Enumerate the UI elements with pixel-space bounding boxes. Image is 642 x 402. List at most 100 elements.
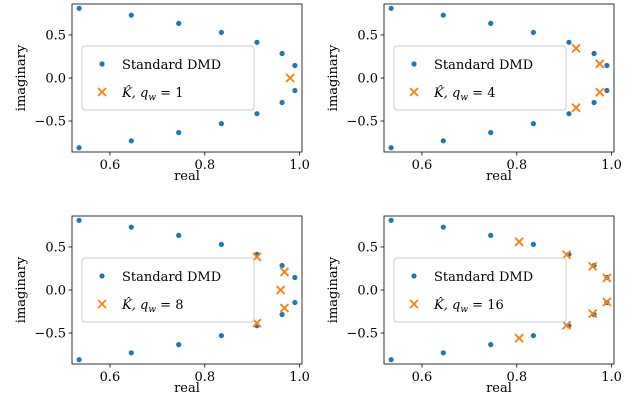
legend-box: [81, 257, 255, 323]
dmd-eigenvalue-point: [488, 130, 494, 136]
y-tick-label: −0.5: [346, 115, 378, 130]
dmd-eigenvalue-point: [76, 217, 82, 223]
dmd-eigenvalue-point: [128, 138, 134, 144]
y-tick-label: −0.5: [34, 115, 66, 130]
legend-marker: [409, 87, 419, 97]
khat-eigenvalue-point: [595, 59, 605, 69]
khat-eigenvalue-point: [602, 273, 612, 283]
dmd-eigenvalue-point: [388, 145, 394, 151]
legend-box: [393, 45, 567, 111]
legend-label: K̂, qw = 1: [121, 85, 183, 103]
khat-eigenvalue-point: [561, 320, 572, 330]
dmd-eigenvalue-point: [279, 311, 285, 318]
dmd-eigenvalue-point: [218, 241, 224, 247]
dmd-eigenvalue-point: [530, 29, 536, 35]
dmd-eigenvalue-point: [218, 29, 224, 35]
dmd-eigenvalue-point: [176, 130, 182, 136]
dmd-eigenvalue-point: [440, 350, 446, 356]
legend-label: K̂, qw = 8: [121, 297, 183, 315]
dmd-eigenvalue-point: [176, 20, 182, 26]
dmd-eigenvalue-point: [218, 333, 224, 339]
legend-label: K̂, qw = 16: [433, 297, 504, 315]
dmd-eigenvalue-point: [292, 62, 298, 69]
dmd-eigenvalue-point: [440, 138, 446, 144]
khat-eigenvalue-point: [276, 285, 286, 295]
y-tick-label: −0.5: [34, 327, 66, 342]
dmd-eigenvalue-point: [128, 224, 134, 230]
legend-marker: [409, 299, 419, 309]
dmd-eigenvalue-point: [566, 111, 572, 117]
khat-eigenvalue-point: [279, 303, 290, 313]
x-tick-label: 0.6: [412, 158, 433, 173]
y-axis-label: imaginary: [326, 256, 341, 323]
x-tick-label: 0.8: [194, 158, 215, 173]
dmd-eigenvalue-point: [128, 12, 134, 18]
x-tick-label: 1.0: [601, 158, 622, 173]
x-axis-label: real: [486, 169, 512, 184]
legend-marker: [97, 87, 107, 97]
khat-eigenvalue-point: [602, 297, 612, 307]
dmd-eigenvalue-point: [530, 333, 536, 339]
y-tick-label: 0.5: [45, 240, 66, 255]
x-tick-label: 1.0: [601, 370, 622, 385]
dmd-eigenvalue-point: [292, 274, 298, 281]
y-axis-label: imaginary: [14, 256, 29, 323]
y-tick-label: 0.0: [357, 72, 378, 87]
dmd-eigenvalue-point: [292, 87, 298, 94]
dmd-eigenvalue-point: [254, 39, 260, 45]
dmd-eigenvalue-point: [279, 262, 285, 269]
dmd-eigenvalue-point: [388, 357, 394, 363]
dmd-eigenvalue-point: [218, 121, 224, 127]
dmd-eigenvalue-point: [76, 357, 82, 363]
subplot-3: 0.6 0.8 1.0 0.5 0.0 −0.5 real imaginary Standard…: [14, 215, 310, 396]
subplot-1: 0.6 0.8 1.0 0.5 0.0 −0.5 real imaginary Standard…: [14, 3, 310, 184]
legend-marker: [97, 299, 107, 309]
khat-eigenvalue-point: [561, 250, 572, 260]
x-axis-label: real: [174, 381, 200, 396]
khat-eigenvalue-point: [571, 43, 581, 53]
legend-label: K̂, qw = 4: [433, 85, 495, 103]
dmd-eigenvalue-point: [388, 217, 394, 223]
khat-eigenvalue-point: [571, 103, 581, 113]
x-tick-label: 0.6: [412, 370, 433, 385]
dmd-eigenvalue-point: [530, 121, 536, 127]
legend-label: Standard DMD: [434, 270, 533, 285]
dmd-eigenvalue-point: [176, 232, 182, 238]
legend-label: Standard DMD: [122, 58, 221, 73]
legend-marker: [99, 273, 105, 279]
legend-label: Standard DMD: [122, 270, 221, 285]
subplot-2: 0.6 0.8 1.0 0.5 0.0 −0.5 real imaginary Standard…: [326, 3, 622, 184]
dmd-eigenvalue-point: [76, 5, 82, 11]
y-axis-label: imaginary: [14, 44, 29, 111]
dmd-eigenvalue-point: [530, 241, 536, 247]
subplot-4: 0.6 0.8 1.0 0.5 0.0 −0.5 real imaginary Standard…: [326, 215, 622, 396]
khat-eigenvalue-point: [588, 261, 598, 271]
x-tick-label: 0.8: [194, 370, 215, 385]
y-tick-label: 0.5: [357, 240, 378, 255]
legend-marker: [99, 61, 105, 67]
khat-eigenvalue-point: [514, 237, 524, 247]
dmd-eigenvalue-point: [128, 350, 134, 356]
khat-eigenvalue-point: [285, 73, 295, 83]
dmd-eigenvalue-point: [591, 99, 597, 106]
legend-marker: [411, 273, 417, 279]
dmd-eigenvalue-point: [176, 342, 182, 348]
dmd-eigenvalue-point: [566, 39, 572, 45]
x-axis-label: real: [174, 169, 200, 184]
x-tick-label: 1.0: [289, 158, 310, 173]
y-tick-label: −0.5: [346, 327, 378, 342]
y-axis-label: imaginary: [326, 44, 341, 111]
legend-marker: [411, 61, 417, 67]
legend-box: [393, 257, 567, 323]
x-tick-label: 0.6: [100, 158, 121, 173]
dmd-eigenvalue-point: [279, 50, 285, 57]
dmd-eigenvalue-point: [440, 224, 446, 230]
dmd-eigenvalue-point: [279, 99, 285, 106]
y-tick-label: 0.0: [45, 284, 66, 299]
x-tick-label: 0.8: [506, 158, 527, 173]
x-tick-label: 0.6: [100, 370, 121, 385]
dmd-eigenvalue-point: [591, 50, 597, 57]
legend-box: [81, 45, 255, 111]
y-tick-label: 0.0: [357, 284, 378, 299]
